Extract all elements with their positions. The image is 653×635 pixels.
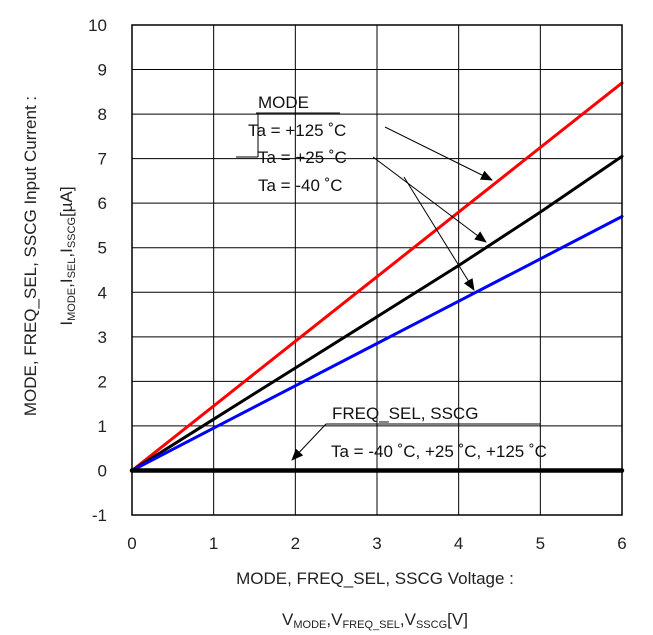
y-tick-label: 8	[98, 105, 107, 124]
mode-temp-minus40: Ta = -40 ˚C	[258, 176, 343, 195]
y-tick-label: 1	[98, 417, 107, 436]
x-tick-label: 0	[127, 534, 136, 553]
series-layer	[129, 81, 625, 473]
x-tick-label: 3	[372, 534, 381, 553]
mode-temp-25: Ta = +25 ˚C	[258, 148, 347, 167]
series-line-2	[130, 154, 624, 472]
freqsel-title: FREQ_SEL, SSCG	[332, 404, 478, 423]
series-line-3	[130, 215, 624, 472]
annotations: MODE Ta = +125 ˚C Ta = +25 ˚C Ta = -40 ˚…	[236, 93, 547, 461]
x-tick-label: 2	[291, 534, 300, 553]
series-line-1	[130, 81, 624, 472]
plot-frame	[131, 24, 623, 516]
mode-temp-125: Ta = +125 ˚C	[248, 121, 346, 140]
arrow-to-black-line	[372, 156, 487, 243]
x-tick-label: 1	[209, 534, 218, 553]
arrow-to-zero-line	[291, 423, 327, 461]
y-axis-label-line1: MODE, FREQ_SEL, SSCG Input Current :	[21, 96, 40, 416]
x-tick-label: 6	[617, 534, 626, 553]
x-axis-label-line2: VMODE​,VFREQ_SEL​,VSSCG​[V]	[282, 610, 468, 631]
y-tick-label: -1	[92, 506, 107, 525]
x-tick-label: 5	[536, 534, 545, 553]
x-tick-label: 4	[454, 534, 463, 553]
y-tick-label: 3	[98, 328, 107, 347]
y-tick-label: 2	[98, 372, 107, 391]
x-axis-label-line1: MODE, FREQ_SEL, SSCG Voltage :	[236, 569, 514, 588]
tick-labels: 0 1 2 3 4 5 6 -1 0 1 2 3 4 5 6 7 8 9 10	[88, 16, 627, 553]
y-tick-label: 9	[98, 61, 107, 80]
grid	[131, 24, 623, 516]
y-tick-label: 6	[98, 194, 107, 213]
y-tick-label: 0	[98, 461, 107, 480]
arrow-to-blue-line	[403, 176, 475, 291]
freqsel-temps: Ta = -40 ˚C, +25 ˚C, +125 ˚C	[331, 442, 547, 461]
y-axis-label-line2: IMODE​,ISEL​,ISSCG​[µA]	[57, 186, 78, 325]
y-tick-label: 4	[98, 283, 107, 302]
arrow-to-red-line	[384, 126, 493, 181]
y-tick-label: 5	[98, 239, 107, 258]
y-tick-label: 7	[98, 150, 107, 169]
mode-title: MODE	[258, 93, 309, 112]
y-tick-label: 10	[88, 16, 107, 35]
